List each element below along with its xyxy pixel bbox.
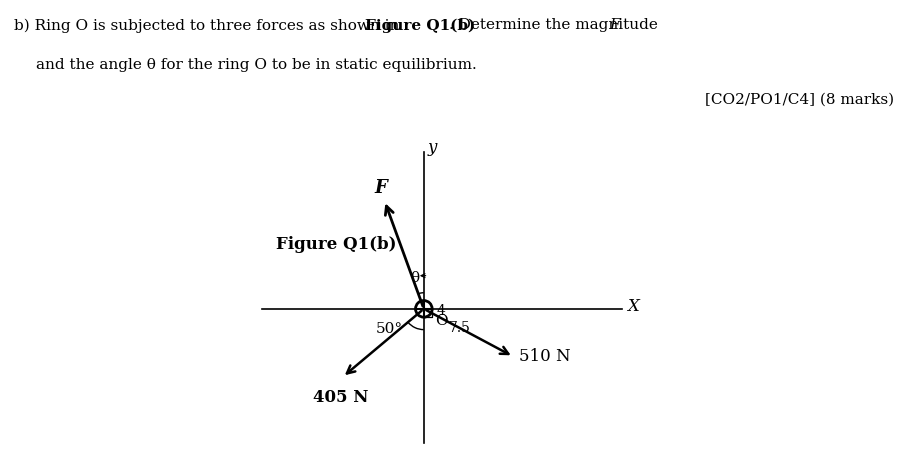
Text: y: y — [427, 139, 436, 156]
Text: O: O — [435, 314, 447, 328]
Text: F: F — [609, 18, 619, 32]
Text: Figure Q1(b): Figure Q1(b) — [364, 18, 475, 33]
Text: 405 N: 405 N — [312, 389, 367, 406]
Text: . Determine the magnitude: . Determine the magnitude — [448, 18, 661, 32]
Text: 50°: 50° — [375, 322, 403, 336]
Text: 4: 4 — [436, 304, 445, 319]
Text: and the angle θ for the ring O to be in static equilibrium.: and the angle θ for the ring O to be in … — [36, 58, 476, 71]
Text: 7.5: 7.5 — [449, 321, 471, 335]
Text: [CO2/PO1/C4] (8 marks): [CO2/PO1/C4] (8 marks) — [704, 92, 893, 106]
Text: 510 N: 510 N — [518, 348, 570, 365]
Text: Figure Q1(b): Figure Q1(b) — [276, 236, 396, 253]
Text: X: X — [626, 298, 638, 315]
Text: b) Ring O is subjected to three forces as shown in: b) Ring O is subjected to three forces a… — [14, 18, 404, 33]
Text: θ: θ — [410, 271, 419, 285]
Text: F: F — [374, 179, 386, 197]
